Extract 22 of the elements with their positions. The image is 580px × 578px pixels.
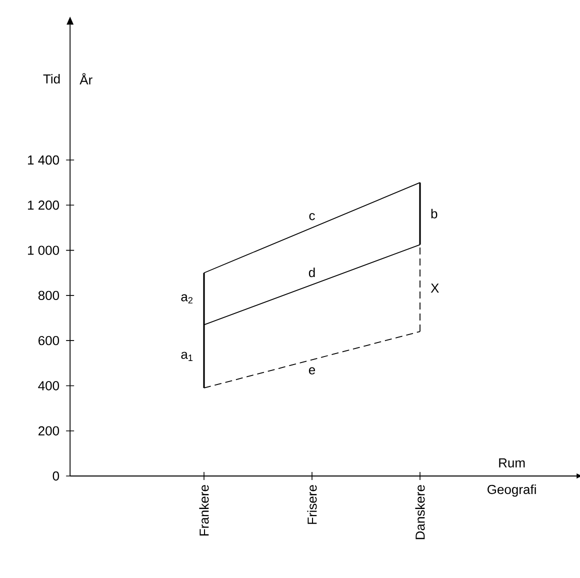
x-tick-label: Frankere	[199, 485, 209, 536]
annotation: a$_{2}$	[181, 294, 193, 304]
series-label: d	[308, 268, 315, 278]
y-tick-label: 1 400	[28, 155, 60, 165]
series-label: c	[309, 213, 315, 220]
x-tick-label: Frisere	[307, 485, 317, 524]
text: Geografi	[488, 484, 536, 497]
y-tick-label: 400	[38, 381, 60, 390]
y-tick-label: 200	[38, 426, 60, 436]
y-tick-label: 0	[52, 471, 60, 481]
x-axis-title: Rum	[499, 458, 525, 468]
y-tick-label: 1 200	[28, 200, 60, 210]
series-label: X	[430, 284, 439, 293]
y-tick-label: 800	[38, 290, 60, 300]
annotation: a$_{1}$	[181, 352, 193, 361]
y-axis-title: Tid	[43, 74, 60, 84]
y-tick-label: 600	[38, 336, 60, 346]
text: År	[80, 73, 92, 84]
series-label: b	[431, 208, 438, 218]
y-tick-label: 1 000	[28, 246, 60, 255]
x-tick-label: Danskere	[415, 485, 425, 540]
series-label: e	[308, 367, 316, 374]
